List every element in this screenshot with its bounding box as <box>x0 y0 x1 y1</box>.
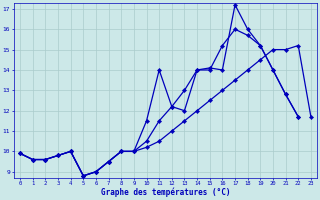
X-axis label: Graphe des températures (°C): Graphe des températures (°C) <box>101 188 230 197</box>
